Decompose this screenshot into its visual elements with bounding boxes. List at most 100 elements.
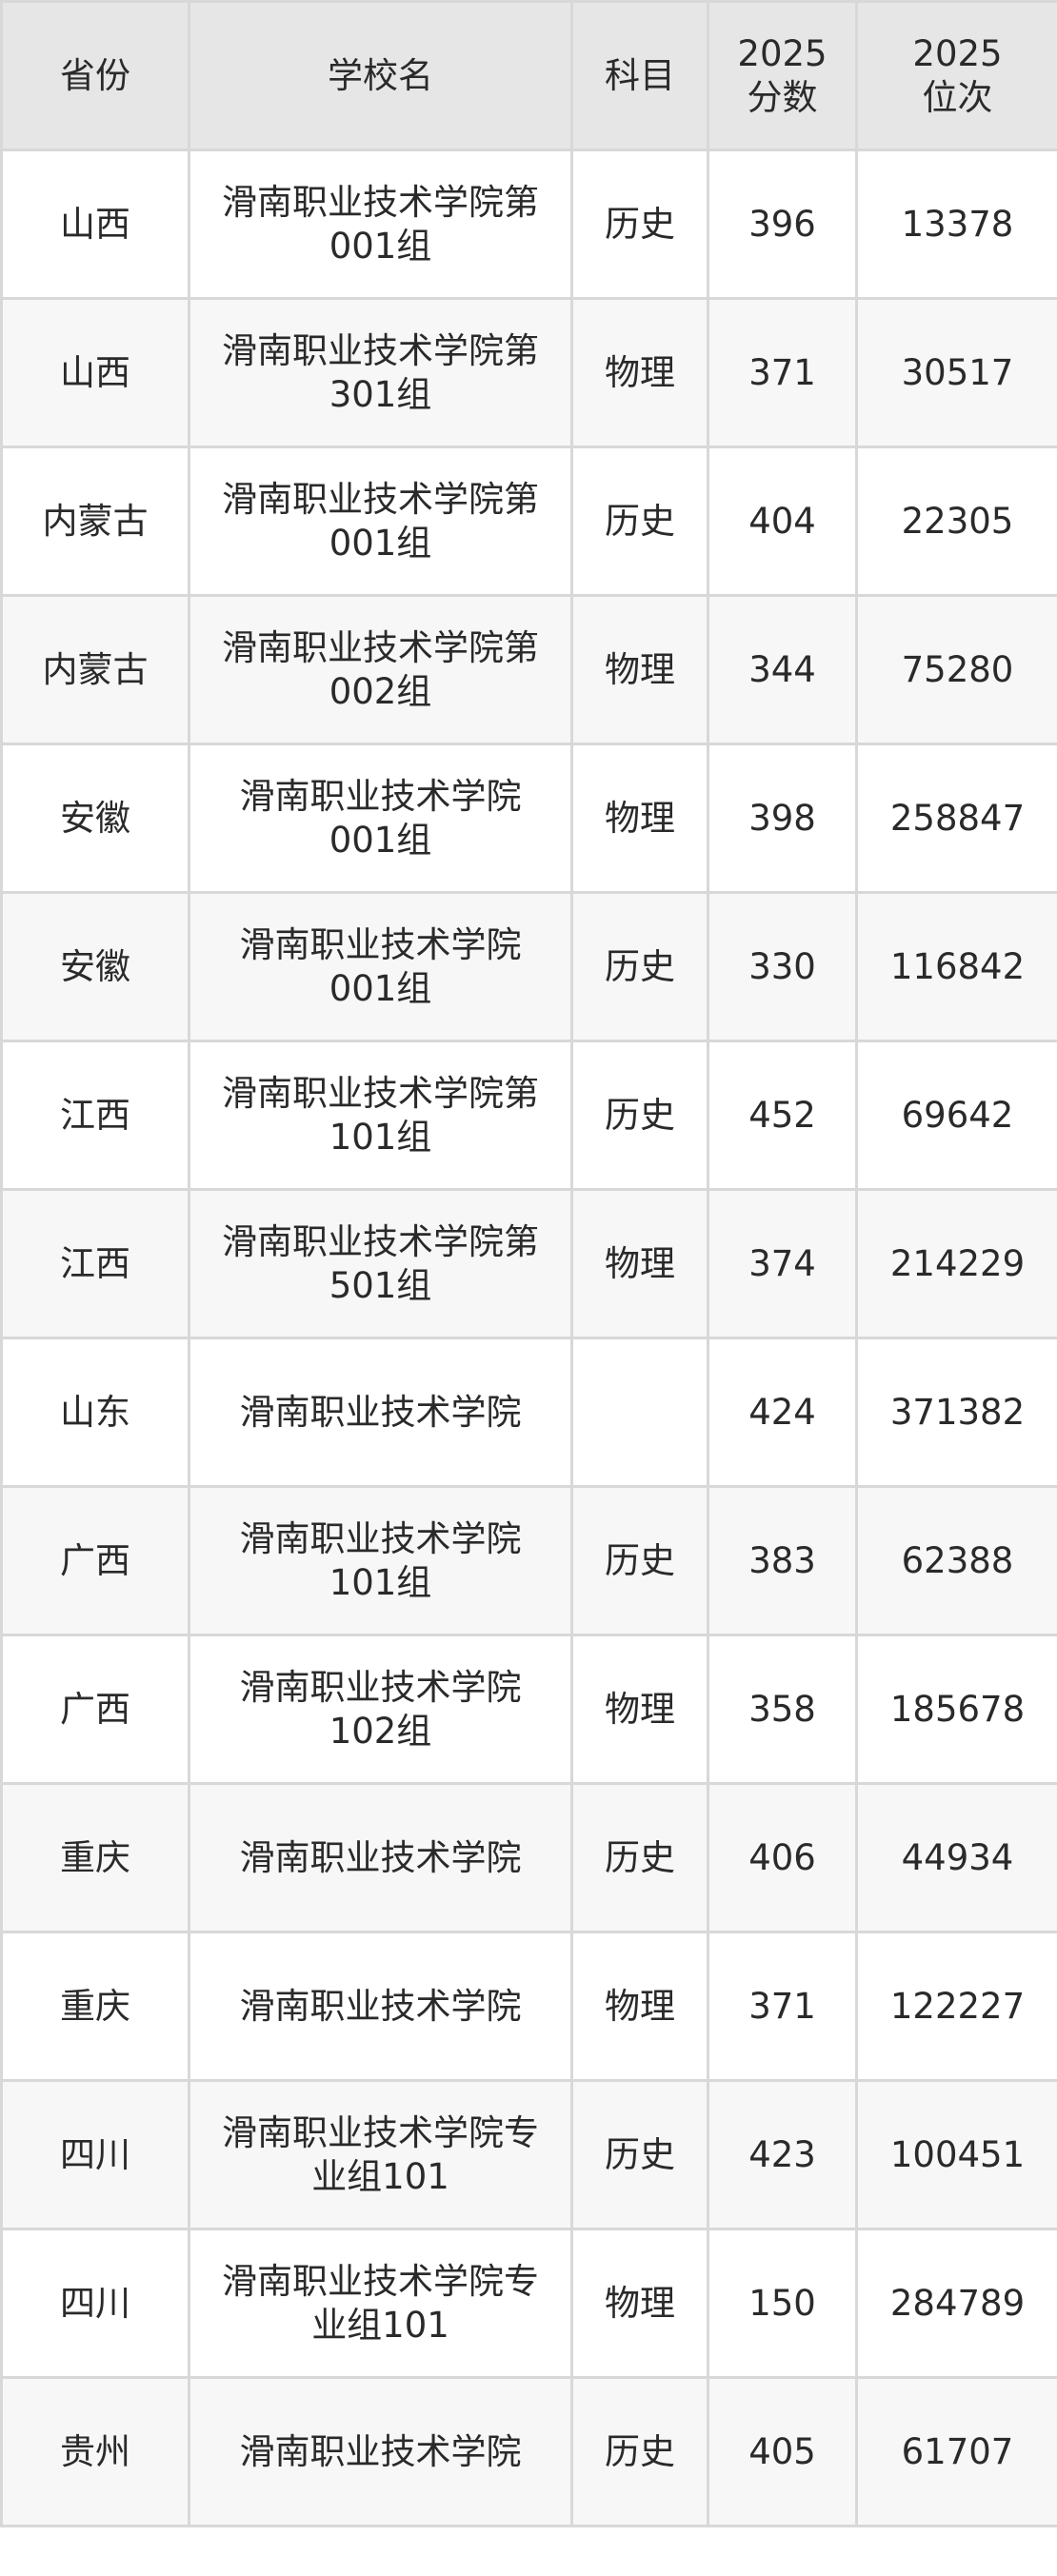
table-row: 山东 滑南职业技术学院 424 371382	[0, 1337, 1057, 1488]
table-row: 内蒙古 滑南职业技术学院第001组 历史 404 22305	[0, 446, 1057, 597]
cell-school: 滑南职业技术学院	[188, 1337, 573, 1488]
cell-province: 广西	[0, 1485, 190, 1636]
cell-school: 滑南职业技术学院第101组	[188, 1040, 573, 1191]
cell-score: 374	[707, 1188, 858, 1339]
cell-school: 滑南职业技术学院	[188, 1931, 573, 2082]
cell-rank: 69642	[855, 1040, 1057, 1191]
cell-province: 山东	[0, 1337, 190, 1488]
cell-subject: 历史	[570, 446, 709, 597]
table-row: 重庆 滑南职业技术学院 物理 371 122227	[0, 1931, 1057, 2082]
cell-score: 330	[707, 891, 858, 1042]
cell-school: 滑南职业技术学院101组	[188, 1485, 573, 1636]
table-header-row: 省份 学校名 科目 2025 分数 2025 位次	[0, 0, 1057, 151]
table-row: 江西 滑南职业技术学院第101组 历史 452 69642	[0, 1040, 1057, 1191]
table-row: 山西 滑南职业技术学院第001组 历史 396 13378	[0, 149, 1057, 300]
cell-score: 405	[707, 2376, 858, 2527]
cell-rank: 13378	[855, 149, 1057, 300]
cell-score: 398	[707, 743, 858, 894]
header-subject: 科目	[570, 0, 709, 151]
cell-score: 344	[707, 594, 858, 745]
cell-school: 滑南职业技术学院第001组	[188, 149, 573, 300]
header-score: 2025 分数	[707, 0, 858, 151]
cell-province: 贵州	[0, 2376, 190, 2527]
cell-school: 滑南职业技术学院专业组101	[188, 2079, 573, 2230]
table-row: 山西 滑南职业技术学院第301组 物理 371 30517	[0, 297, 1057, 448]
cell-school: 滑南职业技术学院	[188, 1782, 573, 1933]
header-province: 省份	[0, 0, 190, 151]
cell-rank: 122227	[855, 1931, 1057, 2082]
table-row: 江西 滑南职业技术学院第501组 物理 374 214229	[0, 1188, 1057, 1339]
cell-score: 396	[707, 149, 858, 300]
cell-rank: 284789	[855, 2228, 1057, 2379]
cell-rank: 214229	[855, 1188, 1057, 1339]
cell-subject: 历史	[570, 2376, 709, 2527]
cell-subject: 物理	[570, 2228, 709, 2379]
cell-rank: 185678	[855, 1634, 1057, 1785]
table-row: 四川 滑南职业技术学院专业组101 历史 423 100451	[0, 2079, 1057, 2230]
header-rank-year: 2025	[912, 32, 1003, 74]
cell-province: 内蒙古	[0, 594, 190, 745]
cell-subject: 历史	[570, 1782, 709, 1933]
cell-school: 滑南职业技术学院第301组	[188, 297, 573, 448]
cell-score: 383	[707, 1485, 858, 1636]
cell-rank: 371382	[855, 1337, 1057, 1488]
header-score-year: 2025	[737, 32, 828, 74]
cell-rank: 61707	[855, 2376, 1057, 2527]
cell-subject: 历史	[570, 149, 709, 300]
header-score-label: 分数	[747, 76, 818, 118]
cell-subject: 物理	[570, 594, 709, 745]
cell-score: 424	[707, 1337, 858, 1488]
table-row: 重庆 滑南职业技术学院 历史 406 44934	[0, 1782, 1057, 1933]
cell-subject: 物理	[570, 297, 709, 448]
cell-score: 452	[707, 1040, 858, 1191]
cell-province: 山西	[0, 297, 190, 448]
cell-subject: 历史	[570, 891, 709, 1042]
cell-score: 406	[707, 1782, 858, 1933]
cell-score: 358	[707, 1634, 858, 1785]
cell-school: 滑南职业技术学院102组	[188, 1634, 573, 1785]
cell-subject	[570, 1337, 709, 1488]
cell-rank: 62388	[855, 1485, 1057, 1636]
cell-score: 150	[707, 2228, 858, 2379]
cell-province: 安徽	[0, 743, 190, 894]
cell-province: 江西	[0, 1188, 190, 1339]
cell-province: 重庆	[0, 1931, 190, 2082]
cell-school: 滑南职业技术学院001组	[188, 743, 573, 894]
cell-subject: 历史	[570, 1040, 709, 1191]
cell-rank: 100451	[855, 2079, 1057, 2230]
cell-province: 山西	[0, 149, 190, 300]
cell-province: 江西	[0, 1040, 190, 1191]
cell-province: 四川	[0, 2079, 190, 2230]
cell-subject: 物理	[570, 1188, 709, 1339]
cell-school: 滑南职业技术学院001组	[188, 891, 573, 1042]
cell-score: 371	[707, 1931, 858, 2082]
cell-subject: 物理	[570, 1634, 709, 1785]
header-school: 学校名	[188, 0, 573, 151]
cell-score: 423	[707, 2079, 858, 2230]
table-row: 安徽 滑南职业技术学院001组 历史 330 116842	[0, 891, 1057, 1042]
cell-rank: 44934	[855, 1782, 1057, 1933]
cell-province: 内蒙古	[0, 446, 190, 597]
cell-score: 371	[707, 297, 858, 448]
header-rank: 2025 位次	[855, 0, 1057, 151]
cell-province: 广西	[0, 1634, 190, 1785]
cell-rank: 22305	[855, 446, 1057, 597]
cell-school: 滑南职业技术学院	[188, 2376, 573, 2527]
table-row: 贵州 滑南职业技术学院 历史 405 61707	[0, 2376, 1057, 2527]
cell-score: 404	[707, 446, 858, 597]
cell-rank: 30517	[855, 297, 1057, 448]
table-row: 四川 滑南职业技术学院专业组101 物理 150 284789	[0, 2228, 1057, 2379]
cell-subject: 历史	[570, 2079, 709, 2230]
cell-subject: 物理	[570, 743, 709, 894]
cell-rank: 116842	[855, 891, 1057, 1042]
cell-province: 重庆	[0, 1782, 190, 1933]
cell-province: 安徽	[0, 891, 190, 1042]
cell-province: 四川	[0, 2228, 190, 2379]
cell-rank: 75280	[855, 594, 1057, 745]
cell-school: 滑南职业技术学院第002组	[188, 594, 573, 745]
cell-subject: 物理	[570, 1931, 709, 2082]
cell-school: 滑南职业技术学院第501组	[188, 1188, 573, 1339]
table-row: 广西 滑南职业技术学院102组 物理 358 185678	[0, 1634, 1057, 1785]
cell-subject: 历史	[570, 1485, 709, 1636]
